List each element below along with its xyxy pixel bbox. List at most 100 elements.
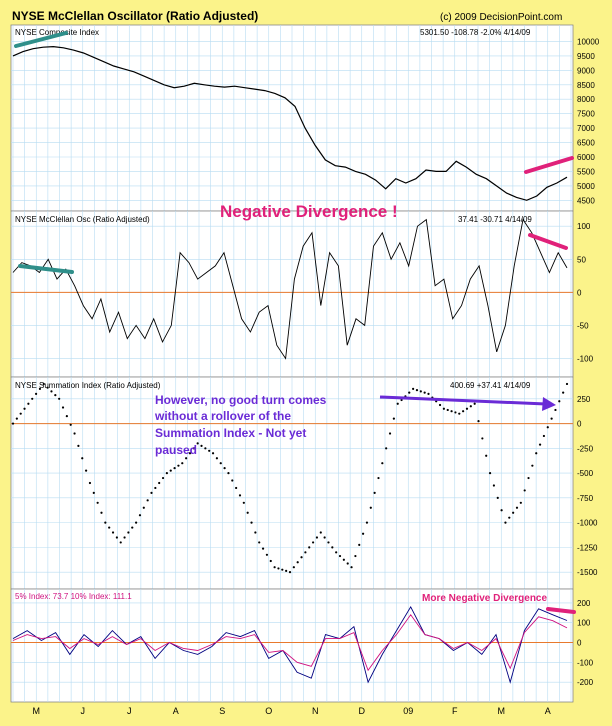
summation-data-point (115, 536, 118, 539)
composite-ytick-label: 8000 (577, 95, 595, 104)
summation-data-point (408, 391, 411, 394)
breadth-panel: 5% Index: 73.7 10% Index: 111.1 -200 -100… (10, 588, 594, 703)
summation-data-point (361, 532, 365, 535)
summation-data-point (319, 531, 322, 534)
summation-data-point (273, 566, 276, 569)
summation-data-point (269, 559, 272, 563)
summation-data-point (227, 471, 230, 475)
summation-data-point (508, 516, 511, 519)
summation-data-point (38, 387, 42, 391)
more-negative-divergence-label: More Negative Divergence (422, 593, 547, 604)
x-tick-label: S (219, 706, 225, 716)
x-tick-label: F (452, 706, 458, 716)
summation-data-point (477, 419, 480, 423)
summation-data-point (304, 551, 307, 554)
summation-data-point (223, 467, 226, 470)
summation-data-point (346, 562, 349, 565)
summation-data-point (19, 412, 22, 415)
summation-data-point (81, 457, 84, 460)
composite-ytick-label: 7000 (577, 124, 595, 133)
summation-data-point (354, 554, 357, 558)
summation-data-point (127, 531, 130, 534)
summation-ytick-label: 0 (577, 420, 582, 429)
x-tick-label: J (81, 706, 86, 716)
summation-data-point (454, 411, 457, 414)
summation-data-point (538, 443, 542, 446)
summation-data-point (138, 514, 142, 517)
summation-data-point (427, 392, 430, 395)
oscillator-teal-trendline (18, 264, 74, 274)
summation-ytick-label: -1250 (577, 543, 598, 552)
summation-data-point (11, 422, 15, 425)
summation-data-point (423, 391, 426, 394)
summation-data-point (527, 476, 530, 480)
summation-data-point (342, 558, 345, 561)
summation-arrow-shaft (379, 395, 547, 406)
summation-data-point (50, 390, 53, 393)
summation-data-point (61, 406, 65, 409)
oscillator-panel: NYSE McClellan Osc (Ratio Adjusted) 37.4… (10, 210, 594, 378)
summation-data-point (512, 511, 515, 514)
x-tick-label: J (127, 706, 132, 716)
summation-data-point (65, 415, 68, 418)
summation-data-point (373, 491, 376, 495)
composite-panel: NYSE Composite Index 5301.50 -108.78 -2.… (10, 24, 600, 212)
summation-arrow-head (542, 397, 556, 411)
summation-readout: 400.69 +37.41 4/14/09 (450, 381, 531, 390)
composite-ytick-label: 4500 (577, 196, 595, 205)
composite-ytick-label: 9500 (577, 52, 595, 61)
summation-data-point (400, 398, 403, 402)
summation-data-point (300, 556, 303, 559)
summation-data-point (446, 408, 449, 412)
summation-ytick-label: -750 (577, 494, 594, 503)
summation-data-point (150, 491, 153, 495)
summation-data-point (108, 526, 111, 529)
breadth-series-line-1 (12, 614, 568, 672)
summation-data-point (185, 457, 188, 460)
composite-ytick-label: 6000 (577, 153, 595, 162)
summation-data-point (192, 447, 195, 450)
summation-note-line-1: However, no good turn comes (155, 393, 327, 407)
composite-teal-trendline (14, 31, 68, 48)
summation-data-point (481, 437, 484, 440)
summation-data-point (146, 499, 149, 502)
summation-data-point (327, 541, 330, 544)
summation-data-point (96, 501, 99, 504)
breadth-ytick-label: 100 (577, 619, 591, 628)
summation-data-point (515, 506, 519, 509)
summation-data-point (188, 452, 192, 455)
x-tick-label: M (498, 706, 506, 716)
breadth-ytick-label: -100 (577, 658, 594, 667)
summation-data-point (496, 496, 499, 499)
composite-readout: 5301.50 -108.78 -2.0% 4/14/09 (420, 28, 531, 37)
summation-data-point (246, 511, 249, 514)
summation-data-point (23, 407, 26, 410)
oscillator-series-line-0 (12, 218, 568, 360)
summation-data-point (358, 543, 361, 547)
x-tick-label: O (265, 706, 272, 716)
composite-ytick-label: 5000 (577, 182, 595, 191)
oscillator-ytick-label: 0 (577, 288, 582, 297)
summation-data-point (396, 402, 399, 405)
summation-data-point (31, 397, 34, 400)
oscillator-readout: 37.41 -30.71 4/14/09 (458, 215, 532, 224)
summation-note-line-4: paused (155, 443, 197, 457)
summation-data-point (177, 464, 180, 467)
summation-data-point (377, 476, 380, 480)
composite-magenta-trendline (524, 156, 574, 174)
summation-data-point (488, 471, 492, 475)
chart-title: NYSE McClellan Oscillator (Ratio Adjuste… (12, 9, 258, 23)
summation-ytick-label: -1000 (577, 519, 598, 528)
summation-ytick-label: -1500 (577, 568, 598, 577)
summation-data-point (100, 511, 103, 514)
breadth-ytick-label: 200 (577, 599, 591, 608)
summation-data-point (265, 553, 269, 556)
summation-data-point (73, 432, 76, 435)
summation-note-line-3: Summation Index - Not yet (155, 426, 306, 440)
composite-ytick-label: 7500 (577, 110, 595, 119)
summation-data-point (46, 386, 49, 389)
summation-data-point (385, 447, 388, 450)
summation-data-point (135, 521, 138, 524)
summation-data-point (131, 526, 134, 529)
summation-data-point (169, 469, 172, 472)
